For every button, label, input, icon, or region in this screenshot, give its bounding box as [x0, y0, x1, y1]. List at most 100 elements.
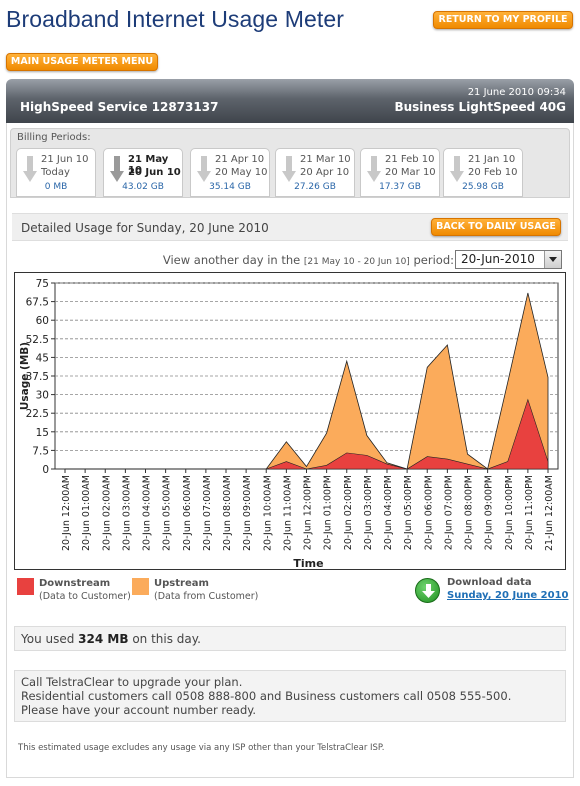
billing-tab-size: 17.37 GB: [379, 182, 421, 192]
x-tick-label: 20-Jun 05:00PM: [403, 475, 414, 550]
detail-title: Detailed Usage for Sunday, 20 June 2010: [21, 221, 269, 235]
x-tick-label: 20-Jun 03:00AM: [121, 475, 132, 551]
x-tick-label: 20-Jun 07:00AM: [202, 475, 213, 551]
y-axis-label: Usage (MB): [19, 342, 31, 410]
x-tick-label: 21-Jun 12:00AM: [544, 475, 555, 551]
period-prefix: View another day in the: [162, 253, 301, 267]
billing-periods: Billing Periods: 21 Jun 10 Today 0 MB 21 Ma…: [10, 128, 570, 198]
billing-tab-size: 25.98 GB: [462, 182, 504, 192]
billing-tab-end: 20 May 10: [215, 167, 268, 178]
x-axis-label: Time: [293, 557, 323, 570]
y-tick-label: 22.5: [26, 408, 49, 420]
x-tick-label: 20-Jun 09:00PM: [484, 475, 495, 550]
usage-chart-svg: 0 7.5 15 22.5 30 37.5 45 52.5 60 67.5 75 20-Jun 12:…: [19, 278, 559, 570]
x-tick-label: 20-Jun 12:00PM: [303, 475, 314, 550]
down-arrow-icon: [110, 156, 124, 182]
billing-tab-end: Today: [41, 167, 70, 178]
billing-tab[interactable]: 21 Jun 10 Today 0 MB: [16, 148, 96, 197]
page-title: Broadband Internet Usage Meter: [6, 6, 344, 32]
downstream-name: Downstream: [39, 578, 111, 589]
upgrade-info: Call TelstraClear to upgrade your plan. …: [14, 670, 566, 722]
x-tick-label: 20-Jun 06:00AM: [182, 475, 193, 551]
service-banner: 21 June 2010 09:34 HighSpeed Service 128…: [6, 79, 574, 123]
x-tick-label: 20-Jun 10:00AM: [262, 475, 273, 551]
y-tick-label: 30: [36, 390, 49, 402]
billing-tab[interactable]: 21 Mar 10 20 Apr 10 27.26 GB: [275, 148, 355, 197]
billing-tab[interactable]: 21 May 10 20 Jun 10 43.02 GB: [103, 148, 183, 197]
date-select-value: 20-Jun-2010: [461, 252, 535, 266]
back-to-daily-button[interactable]: BACK TO DAILY USAGE: [431, 218, 561, 236]
billing-tab-end: 20 Apr 10: [300, 167, 350, 178]
downstream-area: [65, 398, 549, 470]
y-tick-label: 15: [36, 427, 49, 439]
y-tick-label: 75: [36, 278, 49, 290]
content-panel: [6, 123, 574, 778]
x-tick-label: 20-Jun 01:00AM: [81, 475, 92, 551]
usage-amount: 324 MB: [78, 632, 129, 646]
down-arrow-icon: [450, 156, 464, 182]
x-tick-label: 20-Jun 10:00PM: [504, 475, 515, 550]
download-label: Download data: [447, 577, 532, 588]
billing-tab-size: 35.14 GB: [209, 182, 251, 192]
billing-tab-start: 21 Jun 10: [41, 154, 89, 165]
info-line-3: Please have your account number ready.: [21, 703, 257, 717]
x-tick-label: 20-Jun 01:00PM: [323, 475, 334, 550]
return-to-profile-button[interactable]: RETURN TO MY PROFILE: [433, 11, 573, 29]
usage-suffix: on this day.: [128, 632, 201, 646]
downstream-swatch: [17, 578, 34, 595]
x-tick-label: 20-Jun 07:00PM: [443, 475, 454, 550]
billing-tab-size: 43.02 GB: [122, 182, 164, 192]
billing-tab-size: 0 MB: [44, 182, 68, 192]
usage-chart: 0 7.5 15 22.5 30 37.5 45 52.5 60 67.5 75 20-Jun 12:…: [14, 272, 566, 570]
download-icon[interactable]: [415, 578, 440, 603]
x-tick-label: 20-Jun 08:00PM: [464, 475, 475, 550]
y-tick-label: 60: [36, 315, 49, 327]
x-tick-label: 20-Jun 04:00PM: [383, 475, 394, 550]
x-tick-label: 20-Jun 04:00AM: [142, 475, 153, 551]
main-menu-button[interactable]: MAIN USAGE METER MENU: [6, 53, 158, 71]
x-tick-label: 20-Jun 03:00PM: [363, 475, 374, 550]
footnote: This estimated usage excludes any usage …: [18, 743, 385, 753]
download-arrow-icon: [422, 584, 435, 598]
x-tick-label: 20-Jun 11:00PM: [524, 475, 535, 550]
service-id: HighSpeed Service 12873137: [20, 100, 219, 114]
y-tick-label: 52.5: [26, 334, 49, 346]
x-tick-label: 20-Jun 09:00AM: [242, 475, 253, 551]
billing-tab[interactable]: 21 Jan 10 20 Feb 10 25.98 GB: [443, 148, 523, 197]
down-arrow-icon: [367, 156, 381, 182]
upstream-desc: (Data from Customer): [154, 591, 259, 602]
down-arrow-icon: [23, 156, 37, 182]
download-link[interactable]: Sunday, 20 June 2010: [447, 590, 569, 601]
billing-tab-start: 21 Mar 10: [300, 154, 351, 165]
info-line-1: Call TelstraClear to upgrade your plan.: [21, 675, 243, 689]
billing-tab[interactable]: 21 Apr 10 20 May 10 35.14 GB: [190, 148, 270, 197]
banner-datetime: 21 June 2010 09:34: [467, 87, 566, 98]
x-tick-label: 20-Jun 08:00AM: [222, 475, 233, 551]
period-suffix: period:: [413, 253, 454, 267]
x-tick-label: 20-Jun 06:00PM: [423, 475, 434, 550]
x-tick-label: 20-Jun 05:00AM: [162, 475, 173, 551]
y-tick-label: 37.5: [26, 371, 49, 383]
chevron-down-icon[interactable]: [544, 251, 561, 268]
plan-name: Business LightSpeed 40G: [394, 100, 566, 114]
billing-tab-size: 27.26 GB: [294, 182, 336, 192]
usage-prefix: You used: [21, 632, 79, 646]
billing-tab-end: 20 Jun 10: [128, 167, 181, 178]
down-arrow-icon: [282, 156, 296, 182]
billing-tab-start: 21 May 10: [128, 154, 169, 176]
billing-tab-end: 20 Mar 10: [385, 167, 436, 178]
y-tick-label: 45: [36, 352, 49, 364]
billing-tab-end: 20 Feb 10: [468, 167, 518, 178]
period-range: [21 May 10 - 20 Jun 10]: [303, 257, 410, 267]
date-select[interactable]: 20-Jun-2010: [455, 250, 562, 269]
x-tick-label: 20-Jun 02:00AM: [101, 475, 112, 551]
upstream-name: Upstream: [154, 578, 209, 589]
billing-tab-start: 21 Feb 10: [385, 154, 435, 165]
daily-usage-summary: You used 324 MB on this day.: [14, 626, 566, 651]
billing-tab[interactable]: 21 Feb 10 20 Mar 10 17.37 GB: [360, 148, 440, 197]
billing-tab-start: 21 Apr 10: [215, 154, 265, 165]
y-tick-label: 0: [42, 464, 49, 476]
billing-periods-label: Billing Periods:: [17, 132, 91, 143]
upstream-swatch: [132, 578, 149, 595]
x-tick-label: 20-Jun 02:00PM: [343, 475, 354, 550]
